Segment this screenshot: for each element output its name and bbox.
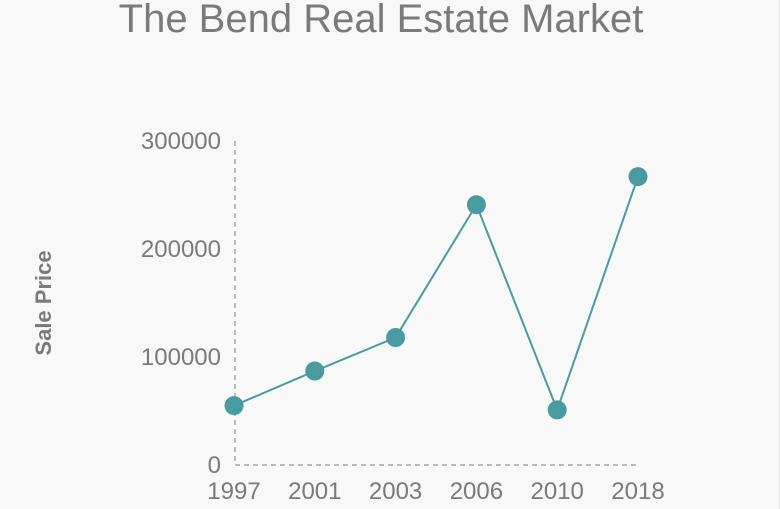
series-line <box>233 176 639 413</box>
x-tick-label: 2010 <box>531 478 584 505</box>
series-group <box>224 167 648 420</box>
x-tick-label: 1997 <box>207 478 260 505</box>
y-axis-label: Sale Price <box>31 250 56 355</box>
y-tick-labels: 0 100000 200000 300000 <box>141 128 221 479</box>
data-point <box>628 167 648 187</box>
y-tick-label: 200000 <box>141 236 221 263</box>
x-tick-label: 2018 <box>611 478 664 505</box>
y-tick-label: 0 <box>208 452 221 479</box>
data-point <box>224 396 244 416</box>
chart-title: The Bend Real Estate Market <box>119 0 644 41</box>
data-point <box>386 328 406 348</box>
x-tick-label: 2001 <box>288 478 341 505</box>
data-point <box>547 400 567 420</box>
data-point <box>305 361 325 381</box>
x-tick-label: 2003 <box>369 478 422 505</box>
axes <box>234 141 638 466</box>
x-tick-label: 2006 <box>450 478 503 505</box>
y-tick-label: 300000 <box>141 128 221 155</box>
y-tick-label: 100000 <box>141 344 221 371</box>
x-tick-labels: 1997 2001 2003 2006 2010 2018 <box>207 478 664 505</box>
data-point <box>466 195 486 215</box>
